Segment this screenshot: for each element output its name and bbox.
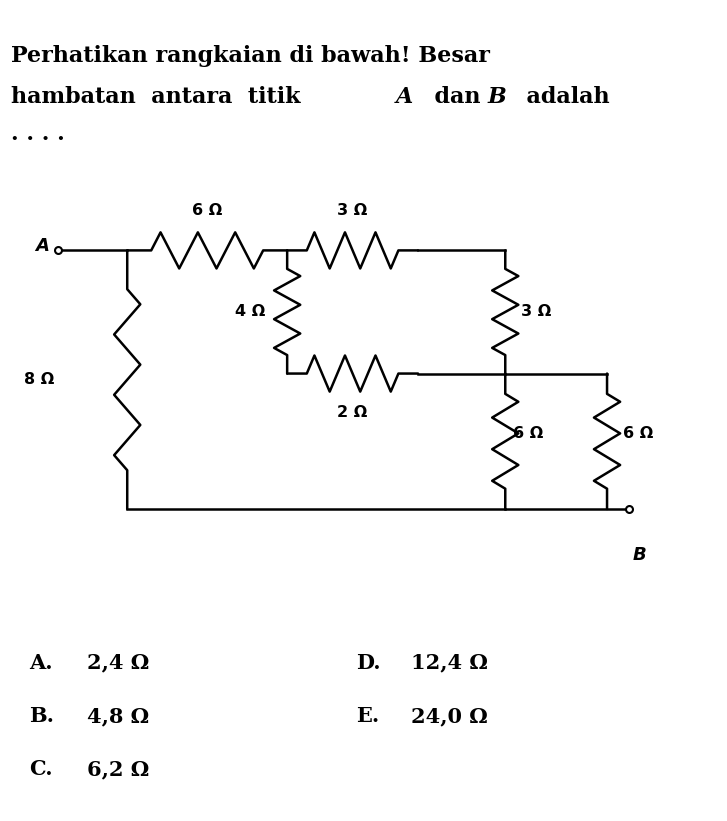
Text: A: A xyxy=(36,237,49,255)
Text: 6 Ω: 6 Ω xyxy=(513,425,543,441)
Text: 12,4 Ω: 12,4 Ω xyxy=(411,653,488,672)
Text: 3 Ω: 3 Ω xyxy=(337,203,368,218)
Text: 4 Ω: 4 Ω xyxy=(235,305,265,319)
Text: 8 Ω: 8 Ω xyxy=(24,372,55,388)
Text: 2,4 Ω: 2,4 Ω xyxy=(87,653,150,672)
Text: A: A xyxy=(396,86,414,108)
Text: B.: B. xyxy=(29,706,54,726)
Text: 6 Ω: 6 Ω xyxy=(623,425,654,441)
Text: 3 Ω: 3 Ω xyxy=(521,305,552,319)
Text: B: B xyxy=(487,86,506,108)
Text: D.: D. xyxy=(356,653,381,672)
Text: A.: A. xyxy=(29,653,52,672)
Text: 6,2 Ω: 6,2 Ω xyxy=(87,759,150,779)
Text: hambatan  antara  titik: hambatan antara titik xyxy=(11,86,316,108)
Text: dan: dan xyxy=(419,86,497,108)
Text: B: B xyxy=(632,546,646,564)
Text: E.: E. xyxy=(356,706,379,726)
Text: 4,8 Ω: 4,8 Ω xyxy=(87,706,150,726)
Text: Perhatikan rangkaian di bawah! Besar: Perhatikan rangkaian di bawah! Besar xyxy=(11,45,490,67)
Text: C.: C. xyxy=(29,759,52,779)
Text: 6 Ω: 6 Ω xyxy=(192,203,222,218)
Text: . . . .: . . . . xyxy=(11,123,65,145)
Text: 24,0 Ω: 24,0 Ω xyxy=(411,706,488,726)
Text: 2 Ω: 2 Ω xyxy=(337,405,368,420)
Text: adalah: adalah xyxy=(511,86,610,108)
